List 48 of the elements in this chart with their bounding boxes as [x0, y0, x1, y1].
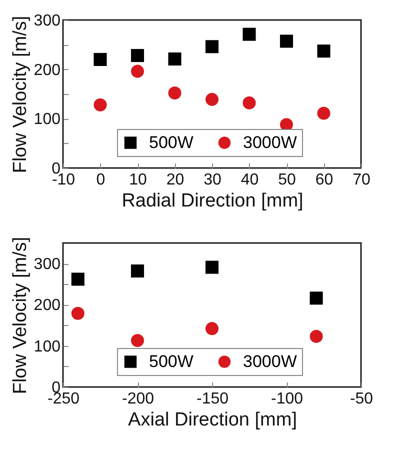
y-axis-title: Flow Velocity [m/s] — [10, 16, 31, 174]
x-tick-label: 50 — [278, 172, 296, 188]
y-tick-label: 100 — [34, 111, 61, 128]
x-tick-label: -10 — [52, 172, 76, 188]
point — [242, 96, 256, 110]
x-tick-label: 0 — [96, 172, 106, 188]
x-tick-label: 70 — [352, 172, 370, 188]
point — [130, 49, 144, 62]
point — [280, 34, 294, 48]
y-tick-label: 100 — [34, 338, 61, 356]
point — [317, 106, 330, 120]
y-tick-label: 300 — [34, 12, 61, 30]
x-tick-label: 40 — [240, 172, 259, 188]
point — [130, 264, 144, 278]
point — [71, 272, 84, 286]
x-axis-title: Axial Direction [mm] — [128, 410, 297, 430]
y-axis-title: Flow Velocity [m/s] — [10, 236, 31, 394]
legend-label: 3000W — [243, 352, 297, 371]
x-axis-title: Radial Direction [mm] — [122, 190, 304, 212]
x-tick-label: 20 — [166, 172, 184, 188]
point — [242, 28, 256, 41]
legend-label: 3000W — [243, 132, 297, 152]
point — [310, 330, 323, 343]
point — [310, 292, 323, 305]
y-tick-label: 200 — [34, 297, 61, 314]
legend-label: 500W — [149, 132, 194, 152]
point — [168, 52, 182, 66]
point — [94, 52, 107, 66]
x-tick-label: 10 — [129, 172, 147, 188]
point — [317, 44, 330, 58]
x-tick-label: -150 — [196, 390, 229, 408]
point — [94, 98, 107, 112]
point — [205, 322, 219, 336]
point — [168, 86, 182, 100]
point — [205, 260, 219, 274]
x-tick-label: -50 — [350, 390, 374, 408]
legend-label: 500W — [149, 352, 194, 371]
y-tick-label: 300 — [34, 256, 61, 274]
point — [205, 92, 219, 106]
point — [71, 306, 84, 320]
x-tick-label: -100 — [270, 390, 304, 408]
x-tick-label: 60 — [315, 172, 334, 188]
point — [130, 64, 144, 78]
x-tick-label: 30 — [204, 172, 222, 188]
y-tick-label: 200 — [34, 62, 61, 79]
point — [205, 40, 219, 54]
point — [130, 334, 144, 348]
x-tick-label: -200 — [122, 390, 154, 408]
